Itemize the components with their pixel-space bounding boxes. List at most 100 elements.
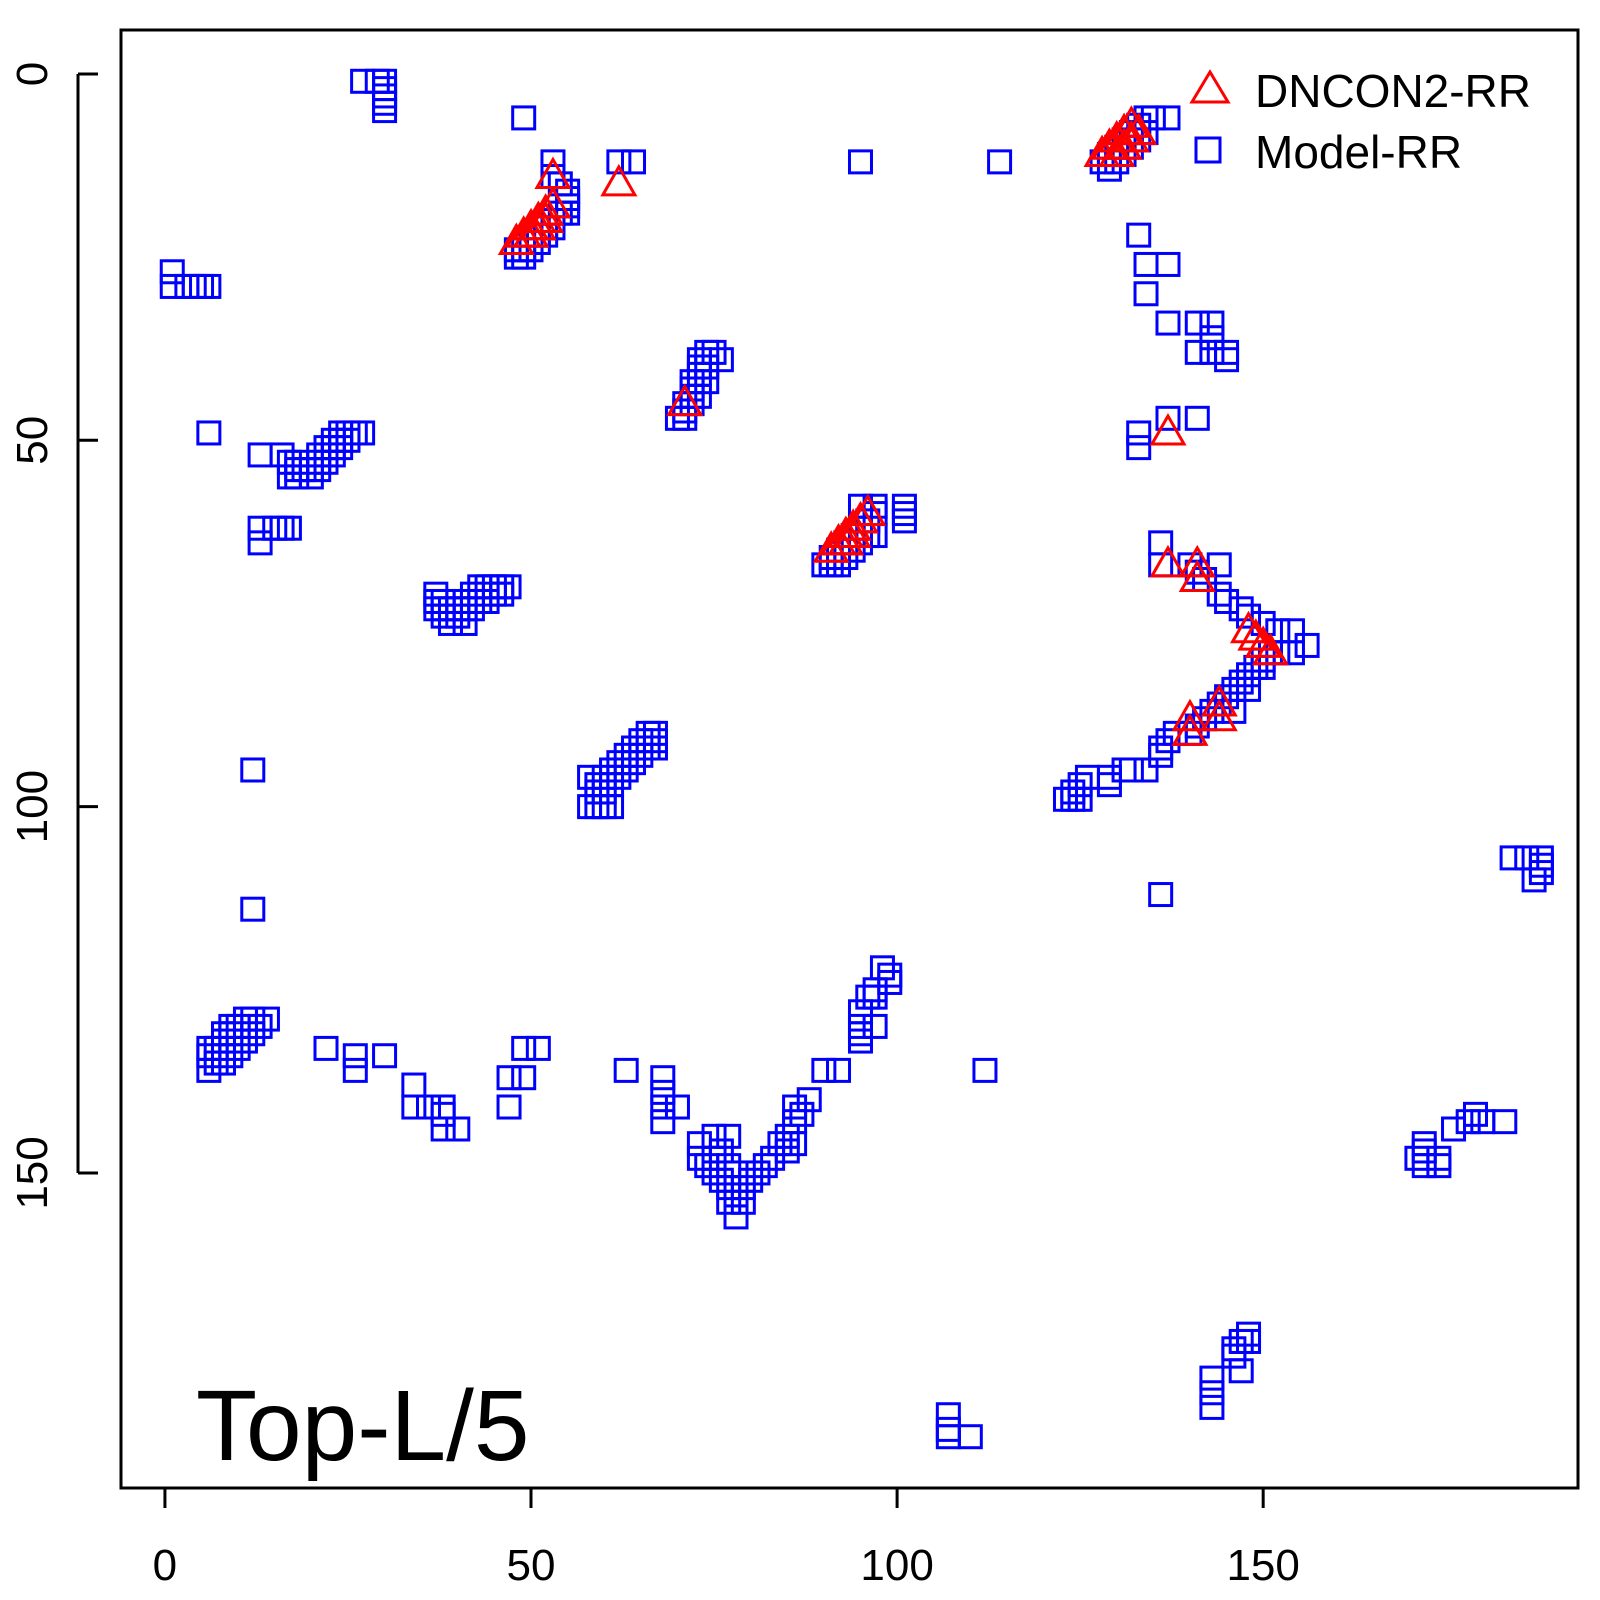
model-rr-point	[730, 1189, 756, 1215]
model-rr-point	[745, 1160, 771, 1186]
model-rr-point	[1294, 632, 1320, 658]
model-rr-point	[650, 1079, 676, 1105]
model-rr-point	[877, 969, 903, 995]
model-rr-point	[1118, 757, 1144, 783]
model-rr-point	[584, 772, 610, 798]
model-rr-point	[211, 1021, 237, 1047]
dncon2-rr-point	[1149, 544, 1187, 578]
model-rr-point	[642, 720, 668, 746]
model-rr-point	[818, 552, 844, 578]
model-rr-point	[474, 574, 500, 600]
model-rr-point	[225, 1035, 251, 1061]
model-rr-point	[306, 457, 332, 483]
model-rr-point	[196, 420, 222, 446]
model-rr-point	[1521, 867, 1547, 893]
model-rr-point	[701, 339, 727, 365]
model-rr-point	[320, 435, 346, 461]
model-rr-point	[1052, 786, 1078, 812]
series-layer	[159, 68, 1554, 1450]
model-rr-point	[328, 435, 354, 461]
model-rr-point	[240, 1021, 266, 1047]
model-rr-point	[613, 757, 639, 783]
model-rr-point	[1236, 1328, 1262, 1354]
model-rr-point	[503, 244, 529, 270]
model-rr-point	[1228, 596, 1254, 622]
model-rr-point	[372, 1043, 398, 1069]
dncon2-rr-point	[1171, 713, 1209, 746]
model-rr-point	[723, 1204, 749, 1230]
model-rr-point	[891, 493, 917, 519]
model-rr-point	[247, 1013, 273, 1039]
model-rr-point	[716, 1153, 742, 1179]
model-rr-point	[481, 574, 507, 600]
model-rr-point	[599, 794, 625, 820]
model-rr-point	[247, 515, 273, 541]
x-tick-label: 150	[1226, 1541, 1299, 1590]
model-rr-point	[232, 1006, 258, 1032]
model-rr-point	[1236, 603, 1262, 629]
model-rr-point	[1096, 764, 1122, 790]
model-rr-point	[1148, 735, 1174, 761]
model-rr-point	[591, 794, 617, 820]
model-rr-point	[276, 464, 302, 490]
model-rr-point	[1199, 310, 1225, 336]
panel-label: Top-L/5	[196, 1370, 530, 1482]
model-rr-point	[891, 501, 917, 527]
model-rr-point	[452, 596, 478, 622]
model-rr-point	[196, 1043, 222, 1069]
model-rr-point	[174, 273, 200, 299]
model-rr-point	[752, 1153, 778, 1179]
model-rr-point	[247, 442, 273, 468]
model-rr-point	[196, 1035, 222, 1061]
model-rr-point	[159, 273, 185, 299]
dncon2-rr-point	[1200, 698, 1238, 732]
dncon2-rr-point	[1178, 544, 1216, 578]
y-tick-label: 150	[8, 1136, 57, 1209]
model-rr-point	[577, 764, 603, 790]
model-rr-point	[686, 1145, 712, 1171]
model-rr-point	[935, 1424, 961, 1450]
model-rr-point	[459, 596, 485, 622]
model-rr-point	[606, 149, 632, 175]
model-rr-point	[445, 596, 471, 622]
model-rr-point	[452, 588, 478, 614]
model-rr-point	[935, 1416, 961, 1442]
model-rr-point	[291, 457, 317, 483]
model-rr-point	[511, 1065, 537, 1091]
model-rr-point	[672, 398, 698, 424]
model-rr-point	[1067, 772, 1093, 798]
model-rr-point	[664, 1094, 690, 1120]
model-rr-point	[877, 962, 903, 988]
model-rr-point	[708, 347, 734, 373]
model-rr-point	[847, 1013, 873, 1039]
model-rr-point	[298, 457, 324, 483]
model-rr-point	[1404, 1145, 1430, 1171]
model-rr-point	[1411, 1153, 1437, 1179]
model-rr-point	[716, 1123, 742, 1149]
legend: DNCON2-RR Model-RR	[1189, 65, 1531, 178]
model-rr-point	[1140, 105, 1166, 131]
model-rr-point	[730, 1175, 756, 1201]
model-rr-point	[240, 757, 266, 783]
model-rr-point	[372, 90, 398, 116]
y-axis: 0 50 100 150	[8, 62, 98, 1210]
model-rr-point	[621, 735, 647, 761]
model-rr-point	[686, 383, 712, 409]
model-rr-point	[628, 728, 654, 754]
model-rr-point	[496, 1065, 522, 1091]
model-rr-point	[862, 977, 888, 1003]
model-rr-point	[672, 391, 698, 417]
legend-triangle-icon	[1189, 69, 1231, 104]
y-tick-label: 0	[8, 62, 57, 86]
model-rr-point	[284, 457, 310, 483]
model-rr-point	[430, 596, 456, 622]
model-rr-point	[313, 435, 339, 461]
model-rr-point	[701, 1123, 727, 1149]
model-rr-point	[1214, 588, 1240, 614]
model-rr-point	[298, 464, 324, 490]
model-rr-point	[826, 1057, 852, 1083]
model-rr-point	[254, 1006, 280, 1032]
model-rr-point	[1528, 860, 1554, 886]
model-rr-point	[511, 1035, 537, 1061]
dncon2-rr-point	[834, 515, 872, 549]
